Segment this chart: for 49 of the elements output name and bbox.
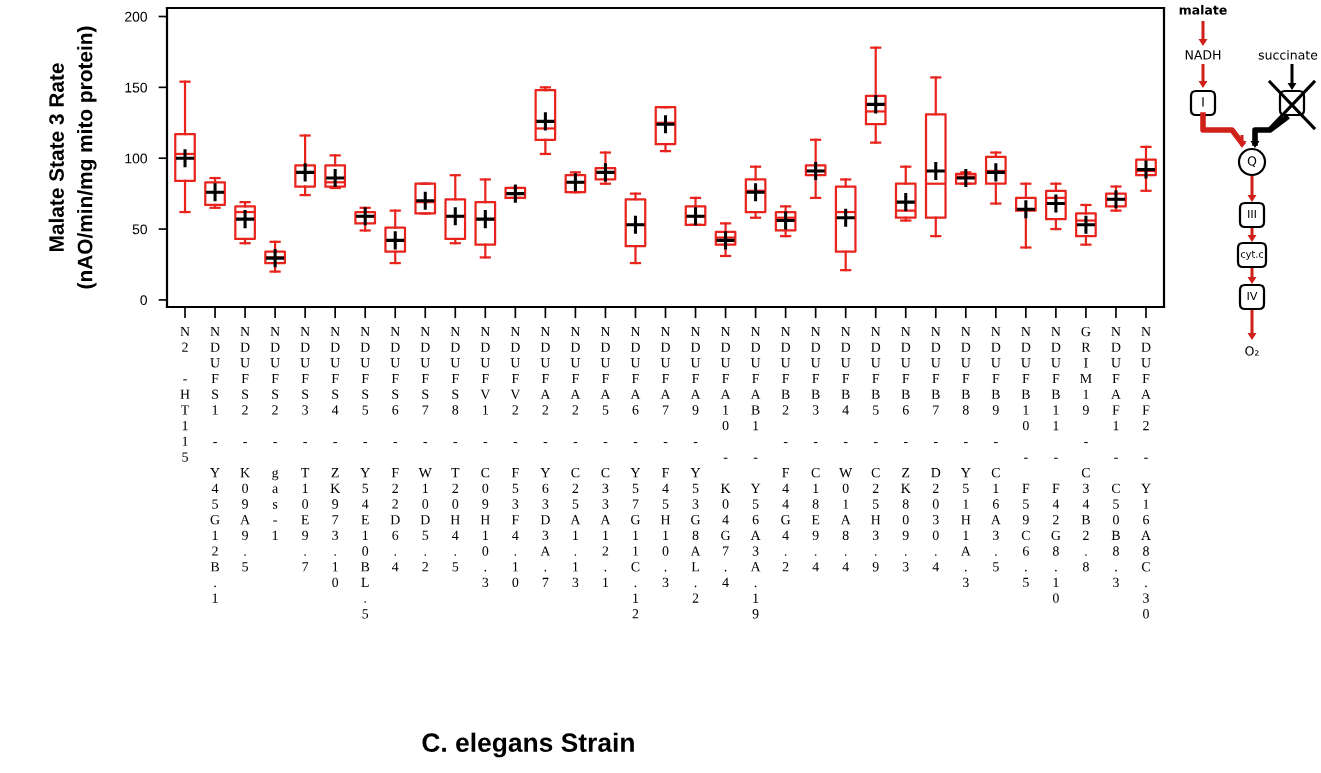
category-label: NDUFA6 - Y57G11C.12 (630, 326, 641, 619)
text: malate (1179, 4, 1227, 15)
category-label: NDUFS7 - W10D5.2 (418, 326, 432, 572)
text: NADH (1185, 50, 1221, 60)
category-label: NDUFB7 - D2030.4 (931, 326, 941, 572)
category-label: NDUFB8 - Y51H1A.3 (960, 326, 971, 588)
category-label: NDUFS2 - gas-1 (270, 326, 280, 540)
category-label: NDUFB11 - F42G8.10 (1051, 326, 1061, 603)
category-label: NDUFAB1 - Y56A3A.19 (750, 326, 761, 619)
text: succinate (1258, 49, 1318, 60)
category-label: GRIM19 - C34B2.8 (1080, 326, 1092, 572)
category-label: NDUFV1 - C09H10.3 (480, 326, 491, 588)
text: C. elegans Strain (422, 732, 634, 758)
category-label: NDUFS6 - F22D6.4 (390, 326, 400, 572)
y-tick-label: 100 (125, 153, 148, 164)
category-label: NDUFA10 - K04G7.4 (720, 326, 731, 587)
category-label: NDUFB9 - C16A3.5 (990, 326, 1001, 572)
category-label: NDUFAF2 - Y16A8C.30 (1141, 326, 1151, 619)
category-label: NDUFS3 - T10E9.7 (300, 326, 310, 572)
category-label: NDUFA9 - Y53G8AL.2 (690, 326, 701, 603)
category-label: NDUFA7 - F45H10.3 (660, 326, 671, 588)
category-label: NDUFB4 - W01A8.4 (839, 326, 853, 572)
category-label: NDUFAF1 - C50B8.3 (1111, 326, 1121, 588)
text: III (1248, 209, 1256, 219)
category-label: NDUFS4 - ZK973.10 (330, 326, 341, 588)
text: cyt.c (1240, 250, 1264, 260)
category-label: NDUFS1 - Y45G12B.1 (210, 326, 220, 603)
category-label: NDUFB3 - C18E9.4 (810, 326, 821, 572)
text: I (1202, 97, 1204, 107)
category-label: NDUFS5 - Y54E10BL.5 (360, 326, 370, 619)
category-label: NDUFV2 - F53F4.10 (510, 326, 521, 588)
category-label: NDUFA2 - Y63D3A.7 (540, 326, 551, 587)
category-label: NDUFB10 - F59C6.5 (1021, 326, 1031, 588)
y-tick-label: 150 (125, 82, 148, 93)
y-tick-label: 200 (125, 11, 148, 22)
category-label: NDUFB6 - ZK809.3 (901, 326, 911, 572)
text: O₂ (1245, 346, 1259, 356)
category-label: NDUFA2 - C25A1.13 (570, 326, 581, 588)
y-tick-label: 0 (140, 295, 148, 306)
category-label: N2 -HT115 (180, 326, 190, 462)
text: IV (1247, 291, 1258, 301)
category-label: NDUFS2 - K09A9.5 (240, 326, 250, 572)
category-label: NDUFB5 - C25H3.9 (870, 326, 881, 572)
text: Q (1247, 156, 1257, 168)
y-tick-label: 50 (132, 224, 148, 235)
category-label: NDUFS8 - T20H4.5 (450, 326, 461, 572)
category-label: NDUFB2 - F44G4.2 (780, 326, 791, 572)
category-label: NDUFA5 - C33A12.1 (600, 326, 611, 587)
y-axis-title: Malate State 3 Rate (nAO/min/mg mito protein) (48, 26, 97, 289)
